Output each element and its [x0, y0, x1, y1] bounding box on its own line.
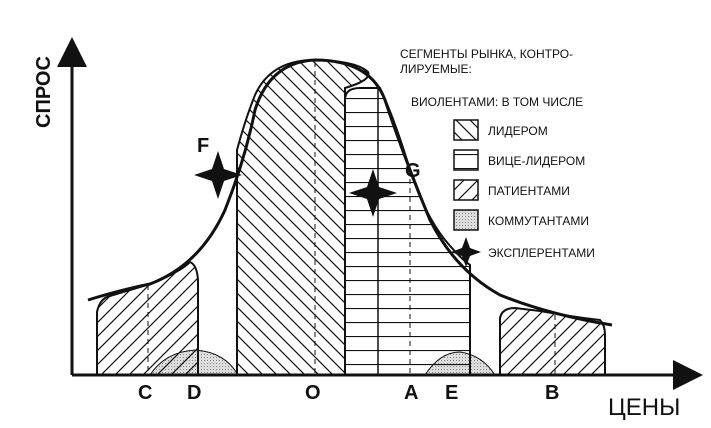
- point-f-label: F: [197, 135, 209, 157]
- legend-star-icon: [451, 237, 481, 267]
- legend-subtitle: ВИОЛЕНТАМИ: В ТОМ ЧИСЛЕ: [411, 95, 583, 109]
- tick-c: C: [138, 382, 152, 404]
- tick-b: B: [545, 382, 559, 404]
- point-g-label: G: [405, 160, 421, 182]
- demand-curve: [87, 58, 613, 327]
- legend: СЕГМЕНТЫ РЫНКА, КОНТРО- ЛИРУЕМЫЕ: ВИОЛЕН…: [400, 47, 595, 267]
- legend-title-line1: СЕГМЕНТЫ РЫНКА, КОНТРО-: [400, 47, 573, 61]
- y-axis-label: СПРОС: [33, 56, 55, 128]
- legend-item-vice-leader: ВИЦЕ-ЛИДЕРОМ: [488, 154, 585, 168]
- legend-item-patient: ПАТИЕНТАМИ: [488, 184, 570, 198]
- tick-d: D: [187, 382, 201, 404]
- legend-item-commutant: КОММУТАНТАМИ: [488, 214, 589, 228]
- tick-e: E: [445, 382, 458, 404]
- tick-o: O: [305, 382, 321, 404]
- legend-item-explerent: ЭКСПЛЕРЕНТАМИ: [488, 246, 595, 260]
- star-icon-g: [349, 169, 397, 217]
- patient-segment-right: [499, 306, 606, 376]
- legend-item-leader: ЛИДЕРОМ: [488, 124, 548, 138]
- vice-leader-segment: [344, 87, 471, 376]
- legend-title-line2: ЛИРУЕМЫЕ:: [400, 62, 472, 76]
- tick-a: A: [404, 382, 418, 404]
- star-icon-f: [194, 151, 242, 199]
- x-axis-label: ЦЕНЫ: [608, 394, 680, 421]
